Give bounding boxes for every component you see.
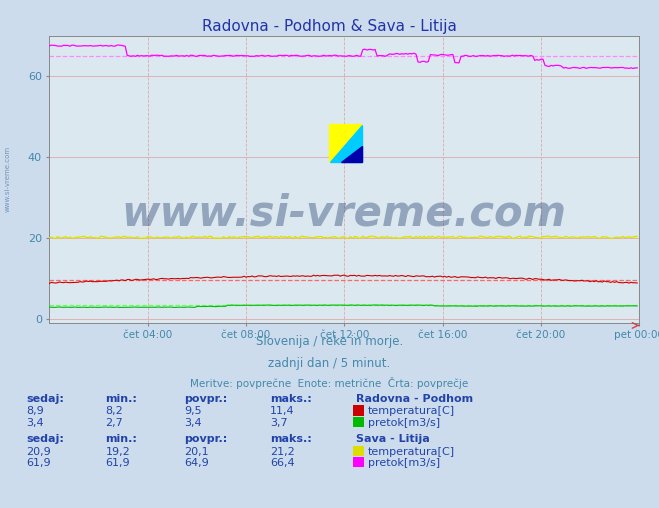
Polygon shape [341,146,362,162]
Text: min.:: min.: [105,394,137,404]
Text: 9,5: 9,5 [185,406,202,417]
Text: 66,4: 66,4 [270,458,295,468]
Text: sedaj:: sedaj: [26,394,64,404]
Text: maks.:: maks.: [270,394,312,404]
Text: 8,9: 8,9 [26,406,44,417]
Text: Radovna - Podhom & Sava - Litija: Radovna - Podhom & Sava - Litija [202,19,457,35]
Text: 61,9: 61,9 [26,458,51,468]
Text: pretok[m3/s]: pretok[m3/s] [368,418,440,428]
Text: 21,2: 21,2 [270,447,295,457]
Text: 11,4: 11,4 [270,406,295,417]
Text: 19,2: 19,2 [105,447,130,457]
Text: 20,9: 20,9 [26,447,51,457]
Text: Meritve: povprečne  Enote: metrične  Črta: povprečje: Meritve: povprečne Enote: metrične Črta:… [190,377,469,390]
Polygon shape [330,124,362,162]
Text: sedaj:: sedaj: [26,434,64,444]
Text: Radovna - Podhom: Radovna - Podhom [356,394,473,404]
Text: 3,4: 3,4 [185,418,202,428]
Text: 8,2: 8,2 [105,406,123,417]
Text: www.si-vreme.com: www.si-vreme.com [5,146,11,212]
Text: min.:: min.: [105,434,137,444]
Text: 64,9: 64,9 [185,458,210,468]
Text: zadnji dan / 5 minut.: zadnji dan / 5 minut. [268,357,391,370]
Text: Sava - Litija: Sava - Litija [356,434,430,444]
Text: 61,9: 61,9 [105,458,130,468]
Text: temperatura[C]: temperatura[C] [368,447,455,457]
Text: maks.:: maks.: [270,434,312,444]
Text: temperatura[C]: temperatura[C] [368,406,455,417]
Text: 20,1: 20,1 [185,447,209,457]
Text: 3,7: 3,7 [270,418,288,428]
Text: 2,7: 2,7 [105,418,123,428]
Polygon shape [330,124,362,162]
Text: Slovenija / reke in morje.: Slovenija / reke in morje. [256,335,403,348]
Text: povpr.:: povpr.: [185,434,228,444]
Text: www.si-vreme.com: www.si-vreme.com [122,193,567,235]
Text: pretok[m3/s]: pretok[m3/s] [368,458,440,468]
Text: 3,4: 3,4 [26,418,44,428]
Text: povpr.:: povpr.: [185,394,228,404]
